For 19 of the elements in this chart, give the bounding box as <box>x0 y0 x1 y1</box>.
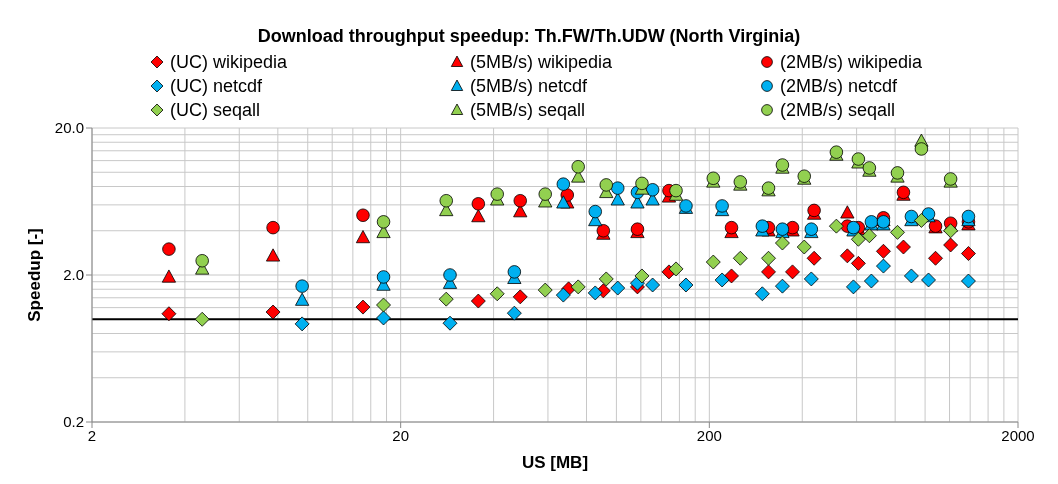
legend-label: (UC) seqall <box>170 99 261 121</box>
x-tick-label: 2 <box>87 426 97 444</box>
y-tick-label: 2.0 <box>63 266 84 284</box>
y-axis-title: Speedup [-] <box>25 228 45 322</box>
y-tick-label: 20.0 <box>54 119 84 137</box>
chart-title: Download throughput speedup: Th.FW/Th.UDW (North Virginia) <box>256 25 802 48</box>
legend-label: (2MB/s) wikipedia <box>780 51 923 73</box>
x-axis-title: US [MB] <box>521 453 589 472</box>
y-tick-label: 0.2 <box>63 413 84 431</box>
legend-label: (5MB/s) seqall <box>470 99 586 121</box>
x-tick-label: 2000 <box>1001 426 1035 444</box>
legend-label: (5MB/s) wikipedia <box>470 51 613 73</box>
legend-label: (2MB/s) seqall <box>780 99 896 121</box>
x-tick-label: 200 <box>696 426 722 444</box>
legend-label: (UC) wikipedia <box>170 51 288 73</box>
legend-label: (2MB/s) netcdf <box>780 75 898 97</box>
x-tick-label: 20 <box>392 426 410 444</box>
legend-label: (5MB/s) netcdf <box>470 75 588 97</box>
legend-label: (UC) netcdf <box>170 75 263 97</box>
